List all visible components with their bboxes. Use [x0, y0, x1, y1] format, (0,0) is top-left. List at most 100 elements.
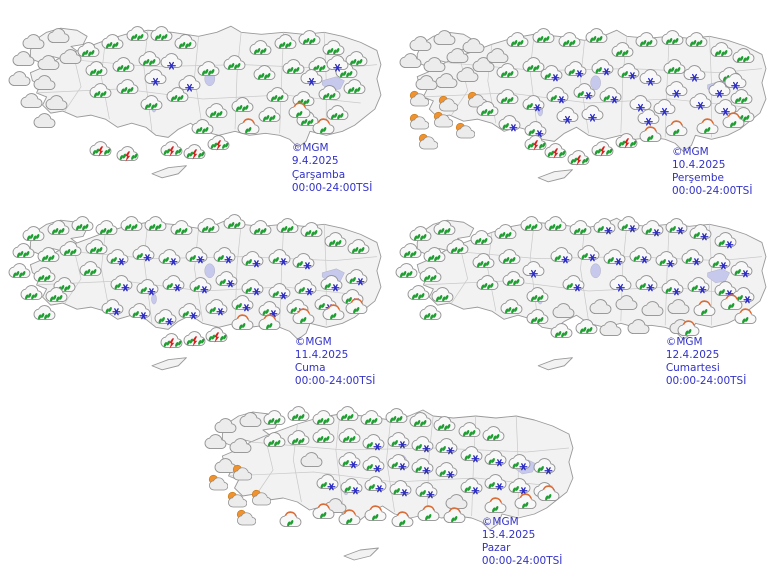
snow-icon	[581, 105, 604, 122]
rain-snow-icon	[292, 252, 315, 269]
rain-icon	[732, 48, 755, 64]
rain-icon	[263, 432, 286, 447]
cloudy-icon	[446, 48, 468, 64]
rain-snow-icon	[641, 220, 664, 237]
rain-snow-icon	[320, 274, 343, 292]
cloudy-icon	[627, 319, 650, 335]
map-caption: ©MGM 13.4.2025 Pazar 00:00-24:00TSİ	[482, 516, 562, 569]
storm-icon	[615, 133, 638, 149]
cloudy-icon	[462, 38, 485, 54]
rain-icon	[661, 30, 684, 46]
weather-icons-layer	[0, 198, 385, 390]
rain-icon	[33, 266, 56, 282]
weather-icons-layer	[192, 390, 577, 580]
snow-icon	[300, 68, 323, 86]
cloudy-icon	[615, 295, 638, 311]
cloudy-icon	[409, 36, 432, 52]
rain-icon	[326, 105, 349, 121]
snow-icon	[160, 52, 183, 70]
shower-icon	[677, 320, 700, 337]
map-wednesday: ©MGM 9.4.2025 Çarşamba 00:00-24:00TSİ	[0, 6, 385, 198]
rain-icon	[150, 26, 173, 42]
shower-icon	[258, 314, 280, 331]
rain-icon	[312, 410, 335, 425]
rain-snow-icon	[128, 303, 151, 320]
shower-icon	[292, 308, 315, 325]
cloudy-icon	[415, 74, 438, 90]
rain-snow-icon	[665, 218, 688, 235]
rain-icon	[360, 410, 383, 425]
rain-icon	[45, 287, 68, 302]
storm-icon	[524, 135, 547, 152]
snow-icon	[629, 95, 652, 112]
rain-snow-icon	[484, 474, 507, 491]
rain-icon	[500, 299, 523, 315]
rain-snow-icon	[732, 287, 755, 304]
rain-snow-icon	[550, 246, 573, 263]
rain-icon	[274, 34, 297, 50]
snow-icon	[326, 54, 349, 72]
rain-snow-icon	[294, 278, 317, 296]
rain-snow-icon	[563, 274, 585, 292]
storm-icon	[183, 143, 205, 160]
cloudy-icon	[445, 494, 468, 509]
caption-date: 13.4.2025	[481, 529, 536, 542]
cloudy-icon	[486, 48, 509, 64]
rain-snow-icon	[102, 299, 124, 316]
rain-icon	[33, 305, 56, 321]
storm-icon	[544, 143, 567, 160]
rain-icon	[8, 262, 31, 278]
rain-icon	[558, 32, 581, 48]
shower-icon	[391, 511, 414, 527]
rain-snow-icon	[681, 248, 704, 265]
storm-icon	[160, 141, 183, 158]
caption-day: Çarşamba	[291, 168, 346, 181]
rain-icon	[585, 28, 608, 44]
rain-icon	[47, 220, 70, 236]
rain-snow-icon	[185, 246, 207, 263]
rain-icon	[409, 412, 432, 427]
snow-icon	[714, 99, 737, 116]
rain-snow-icon	[268, 248, 291, 265]
rain-icon	[635, 32, 658, 48]
weather-icons-layer	[0, 6, 385, 198]
rain-snow-icon	[213, 246, 236, 263]
rain-icon	[112, 56, 135, 72]
rain-snow-icon	[714, 232, 737, 249]
rain-icon	[526, 287, 549, 302]
rain-icon	[569, 220, 591, 236]
rain-snow-icon	[617, 216, 640, 233]
caption-hours: 00:00-24:00TSİ	[291, 181, 373, 194]
shower-icon	[734, 308, 757, 325]
rain-snow-icon	[154, 309, 177, 326]
shower-icon	[537, 485, 560, 501]
rain-icon	[89, 82, 112, 98]
rain-snow-icon	[340, 478, 363, 495]
cloudy-icon	[229, 438, 252, 453]
cloudy-icon	[239, 412, 262, 427]
rain-snow-icon	[708, 252, 731, 269]
caption-date: 10.4.2025	[671, 159, 726, 172]
shower-icon	[279, 511, 302, 527]
rain-icon	[434, 220, 456, 236]
rain-icon	[409, 226, 432, 242]
rain-icon	[730, 88, 753, 104]
rain-snow-icon	[241, 278, 264, 296]
rain-snow-icon	[362, 456, 385, 473]
caption-day: Cumartesi	[665, 362, 720, 375]
caption-hours: 00:00-24:00TSİ	[481, 555, 563, 568]
rain-snow-icon	[435, 462, 458, 479]
cloudy-icon	[47, 28, 70, 44]
rain-snow-icon	[522, 95, 545, 112]
map-caption: ©MGM 10.4.2025 Perşembe 00:00-24:00TSİ	[672, 146, 752, 199]
map-caption: ©MGM 9.4.2025 Çarşamba 00:00-24:00TSİ	[292, 142, 372, 195]
shower-icon	[696, 118, 718, 135]
weather-icons-layer	[387, 198, 770, 390]
rain-snow-icon	[498, 115, 521, 132]
rain-snow-icon	[136, 278, 159, 296]
caption-date: 11.4.2025	[294, 349, 349, 362]
rain-icon	[197, 60, 220, 76]
caption-hours: 00:00-24:00TSİ	[671, 185, 753, 198]
rain-snow-icon	[603, 248, 626, 265]
rain-snow-icon	[508, 478, 531, 495]
